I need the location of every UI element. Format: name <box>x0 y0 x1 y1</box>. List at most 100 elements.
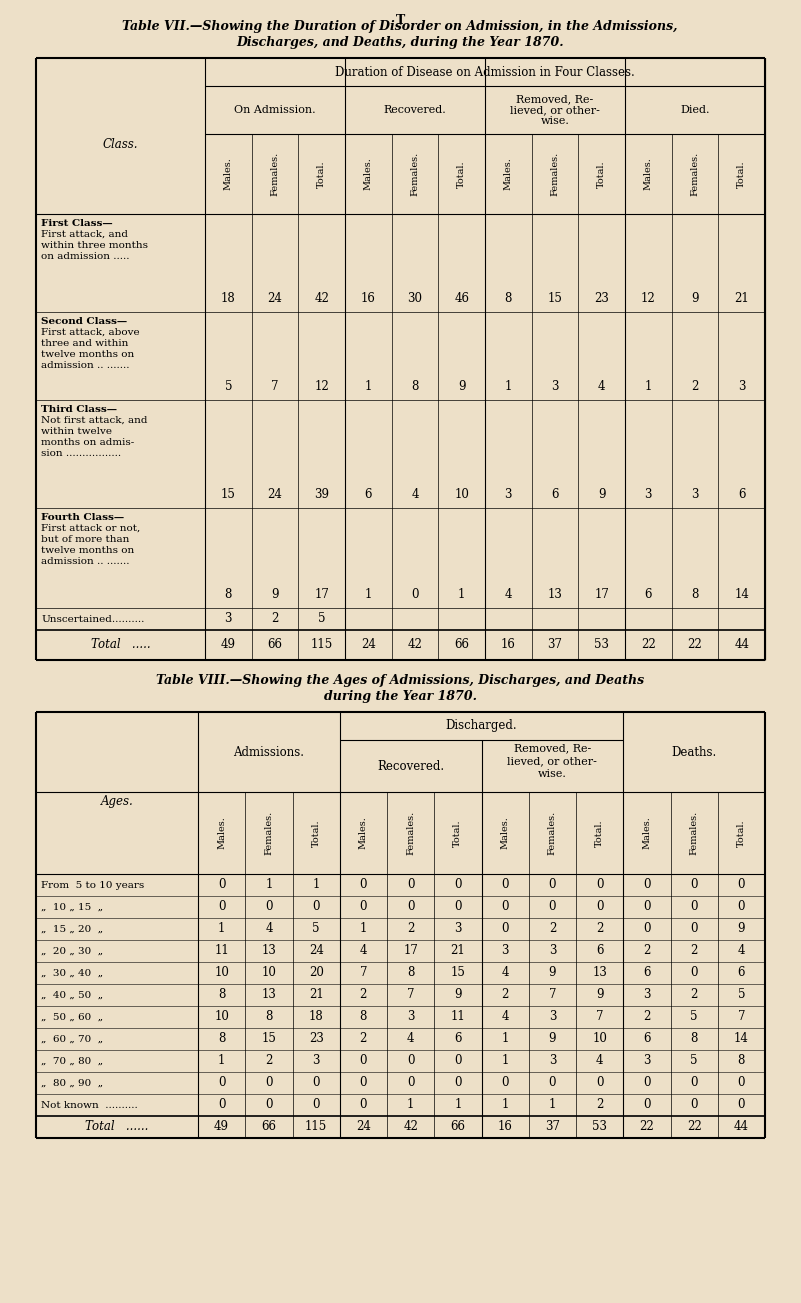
Text: 7: 7 <box>596 1011 603 1023</box>
Text: 10: 10 <box>214 1011 229 1023</box>
Text: 5: 5 <box>738 989 745 1002</box>
Text: 10: 10 <box>454 489 469 502</box>
Text: „  40 „ 50  „: „ 40 „ 50 „ <box>41 990 103 999</box>
Text: 6: 6 <box>643 1032 650 1045</box>
Text: 3: 3 <box>549 1054 556 1067</box>
Text: 2: 2 <box>360 989 367 1002</box>
Text: Females.: Females. <box>690 152 699 197</box>
Text: 5: 5 <box>312 923 320 936</box>
Text: Discharged.: Discharged. <box>445 719 517 732</box>
Text: 1: 1 <box>364 589 372 602</box>
Text: 2: 2 <box>690 945 698 958</box>
Text: 42: 42 <box>314 292 329 305</box>
Text: „  20 „ 30  „: „ 20 „ 30 „ <box>41 946 103 955</box>
Text: Removed, Re-: Removed, Re- <box>513 743 591 753</box>
Text: Males.: Males. <box>642 817 651 850</box>
Text: 12: 12 <box>641 292 656 305</box>
Text: 1: 1 <box>454 1098 461 1111</box>
Text: 2: 2 <box>643 945 650 958</box>
Text: 6: 6 <box>454 1032 461 1045</box>
Text: 10: 10 <box>592 1032 607 1045</box>
Text: 8: 8 <box>218 989 225 1002</box>
Text: 7: 7 <box>549 989 556 1002</box>
Text: 7: 7 <box>407 989 414 1002</box>
Text: 42: 42 <box>403 1121 418 1134</box>
Text: 0: 0 <box>738 1098 745 1111</box>
Text: 4: 4 <box>360 945 367 958</box>
Text: Table VIII.—Showing the Ages of Admissions, Discharges, and Deaths: Table VIII.—Showing the Ages of Admissio… <box>156 674 644 687</box>
Text: Females.: Females. <box>264 810 273 855</box>
Text: 2: 2 <box>549 923 556 936</box>
Text: 14: 14 <box>735 589 749 602</box>
Text: three and within: three and within <box>41 339 128 348</box>
Text: Males.: Males. <box>359 817 368 850</box>
Text: 0: 0 <box>265 1098 272 1111</box>
Text: within twelve: within twelve <box>41 427 112 437</box>
Text: 6: 6 <box>645 589 652 602</box>
Text: 18: 18 <box>221 292 235 305</box>
Text: 66: 66 <box>454 638 469 652</box>
Text: 0: 0 <box>360 1076 367 1089</box>
Text: 9: 9 <box>272 589 279 602</box>
Text: 8: 8 <box>691 589 698 602</box>
Text: 0: 0 <box>360 1054 367 1067</box>
Text: 13: 13 <box>592 967 607 980</box>
Text: Recovered.: Recovered. <box>377 760 445 773</box>
Text: „  60 „ 70  „: „ 60 „ 70 „ <box>41 1035 103 1044</box>
Text: 9: 9 <box>596 989 603 1002</box>
Text: 15: 15 <box>450 967 465 980</box>
Text: 6: 6 <box>738 489 746 502</box>
Text: Not known  ..........: Not known .......... <box>41 1101 138 1109</box>
Text: 6: 6 <box>596 945 603 958</box>
Text: Total.: Total. <box>312 820 320 847</box>
Text: Females.: Females. <box>550 152 560 197</box>
Text: 0: 0 <box>312 1076 320 1089</box>
Text: 66: 66 <box>261 1121 276 1134</box>
Text: 3: 3 <box>312 1054 320 1067</box>
Text: 1: 1 <box>312 878 320 891</box>
Text: 2: 2 <box>596 1098 603 1111</box>
Text: 15: 15 <box>221 489 235 502</box>
Text: 13: 13 <box>261 945 276 958</box>
Text: On Admission.: On Admission. <box>234 106 316 115</box>
Text: 21: 21 <box>450 945 465 958</box>
Text: 0: 0 <box>643 923 650 936</box>
Text: 18: 18 <box>308 1011 324 1023</box>
Text: Males.: Males. <box>223 158 233 190</box>
Text: 9: 9 <box>454 989 461 1002</box>
Text: twelve months on: twelve months on <box>41 351 135 360</box>
Text: Females.: Females. <box>410 152 420 197</box>
Text: 3: 3 <box>643 1054 650 1067</box>
Text: 21: 21 <box>308 989 324 1002</box>
Text: Table VII.—Showing the Duration of Disorder on Admission, in the Admissions,: Table VII.—Showing the Duration of Disor… <box>123 20 678 33</box>
Text: 4: 4 <box>407 1032 414 1045</box>
Text: 24: 24 <box>268 489 283 502</box>
Text: 16: 16 <box>361 292 376 305</box>
Text: 6: 6 <box>551 489 559 502</box>
Text: 3: 3 <box>645 489 652 502</box>
Text: 5: 5 <box>690 1011 698 1023</box>
Text: 0: 0 <box>454 1054 461 1067</box>
Text: „  80 „ 90  „: „ 80 „ 90 „ <box>41 1079 103 1088</box>
Text: 0: 0 <box>596 900 603 913</box>
Text: 0: 0 <box>218 878 225 891</box>
Text: 3: 3 <box>407 1011 414 1023</box>
Text: 1: 1 <box>505 380 512 394</box>
Text: 11: 11 <box>214 945 229 958</box>
Text: 0: 0 <box>454 900 461 913</box>
Text: 4: 4 <box>596 1054 603 1067</box>
Text: 0: 0 <box>407 878 414 891</box>
Text: 22: 22 <box>641 638 656 652</box>
Text: 39: 39 <box>314 489 329 502</box>
Text: 23: 23 <box>308 1032 324 1045</box>
Text: 0: 0 <box>501 900 509 913</box>
Text: lieved, or other-: lieved, or other- <box>510 106 600 115</box>
Text: 2: 2 <box>360 1032 367 1045</box>
Text: Deaths.: Deaths. <box>671 745 717 758</box>
Text: 0: 0 <box>454 878 461 891</box>
Text: months on admis-: months on admis- <box>41 438 135 447</box>
Text: 17: 17 <box>403 945 418 958</box>
Text: „  70 „ 80  „: „ 70 „ 80 „ <box>41 1057 103 1066</box>
Text: 16: 16 <box>501 638 516 652</box>
Text: 0: 0 <box>407 1054 414 1067</box>
